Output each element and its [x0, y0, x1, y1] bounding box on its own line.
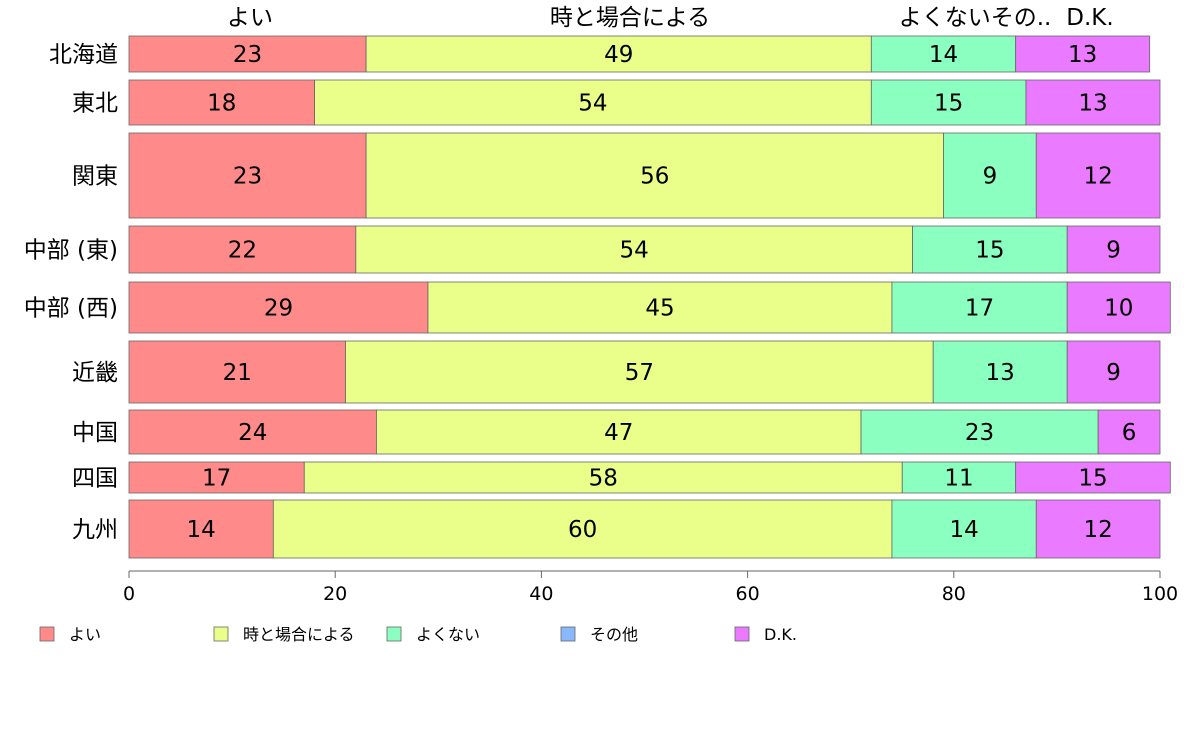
- data-label: 54: [578, 91, 607, 117]
- bar-segment: [891, 499, 1037, 559]
- x-tick-label: 20: [323, 583, 347, 605]
- data-label: 23: [233, 42, 262, 68]
- data-label: 60: [568, 517, 597, 543]
- data-label: 45: [645, 296, 674, 322]
- row-label: 近畿: [72, 360, 118, 386]
- bar-segment: [891, 281, 1068, 334]
- legend-label: D.K.: [764, 625, 797, 644]
- data-label: 12: [1083, 164, 1112, 190]
- bar-segment: [1066, 281, 1171, 334]
- legend-label: よくない: [416, 625, 480, 644]
- bar-segment: [1066, 225, 1161, 274]
- row-label: 北海道: [49, 42, 118, 68]
- bar-segment: [128, 461, 305, 494]
- bar-segment: [1025, 79, 1161, 126]
- x-tick-label: 100: [1142, 583, 1178, 605]
- data-label: 22: [228, 238, 257, 264]
- bar-segment: [1035, 499, 1161, 559]
- data-label: 56: [640, 164, 669, 190]
- row-label: 中部 (東): [24, 238, 118, 264]
- row-label: 中部 (西): [24, 296, 118, 322]
- data-label: 12: [1083, 517, 1112, 543]
- bar-segment: [901, 461, 1017, 494]
- bar-segment: [345, 340, 934, 404]
- bar-segment: [128, 409, 377, 455]
- legend-swatch: [213, 626, 229, 642]
- legend-label: その他: [590, 625, 638, 644]
- bar-segment: [860, 409, 1099, 455]
- data-label: 11: [944, 466, 973, 492]
- bar-segment: [932, 340, 1068, 404]
- row-label: 関東: [72, 164, 118, 190]
- data-label: 15: [975, 238, 1004, 264]
- bar-segment: [128, 281, 429, 334]
- data-label: 14: [949, 517, 978, 543]
- row-label: 中国: [72, 420, 118, 446]
- bar-segment: [1015, 461, 1171, 494]
- x-tick-label: 40: [529, 583, 553, 605]
- bar-segment: [365, 132, 944, 219]
- data-label: 17: [965, 296, 994, 322]
- bar-segment: [128, 132, 367, 219]
- top-category-label: よい: [227, 5, 273, 31]
- bar-segment: [1035, 132, 1161, 219]
- bar-segment: [1066, 340, 1161, 404]
- data-label: 14: [187, 517, 216, 543]
- data-label: 15: [934, 91, 963, 117]
- data-label: 49: [604, 42, 633, 68]
- legend-swatch: [560, 626, 576, 642]
- bar-segment: [128, 79, 315, 126]
- data-label: 10: [1104, 296, 1133, 322]
- data-label: 17: [202, 466, 231, 492]
- data-label: 54: [620, 238, 649, 264]
- data-label: 9: [1106, 360, 1121, 386]
- data-label: 23: [233, 164, 262, 190]
- data-label: 58: [589, 466, 618, 492]
- top-category-label: D.K.: [1066, 5, 1113, 31]
- data-label: 9: [1106, 238, 1121, 264]
- top-category-label: よくないその..: [899, 5, 1052, 31]
- data-label: 24: [238, 420, 267, 446]
- bar-segment: [355, 225, 913, 274]
- x-tick-label: 0: [123, 583, 135, 605]
- data-label: 15: [1078, 466, 1107, 492]
- bar-segment: [314, 79, 872, 126]
- data-label: 18: [207, 91, 236, 117]
- data-label: 29: [264, 296, 293, 322]
- bar-segment: [272, 499, 893, 559]
- legend-swatch: [734, 626, 750, 642]
- data-label: 23: [965, 420, 994, 446]
- bar-segment: [912, 225, 1068, 274]
- data-label: 13: [1068, 42, 1097, 68]
- bar-segment: [427, 281, 893, 334]
- legend-swatch: [386, 626, 402, 642]
- legend-label: 時と場合による: [243, 625, 355, 644]
- x-tick-label: 80: [942, 583, 966, 605]
- bar-segment: [128, 225, 357, 274]
- row-label: 東北: [72, 91, 118, 117]
- bar-segment: [1015, 35, 1151, 73]
- data-label: 6: [1122, 420, 1137, 446]
- data-label: 57: [625, 360, 654, 386]
- data-label: 14: [929, 42, 958, 68]
- data-label: 47: [604, 420, 633, 446]
- bar-segment: [1097, 409, 1161, 455]
- legend-label: よい: [69, 625, 101, 644]
- legend-swatch: [39, 626, 55, 642]
- row-label: 九州: [72, 517, 118, 543]
- bar-segment: [128, 35, 367, 73]
- bar-segment: [128, 340, 346, 404]
- bar-segment: [870, 79, 1027, 126]
- data-label: 9: [983, 164, 998, 190]
- data-label: 13: [1078, 91, 1107, 117]
- bar-segment: [870, 35, 1017, 73]
- bar-segment: [365, 35, 872, 73]
- x-tick-label: 60: [736, 583, 760, 605]
- data-label: 13: [986, 360, 1015, 386]
- top-category-label: 時と場合による: [550, 5, 710, 31]
- row-label: 四国: [72, 466, 118, 492]
- data-label: 21: [223, 360, 252, 386]
